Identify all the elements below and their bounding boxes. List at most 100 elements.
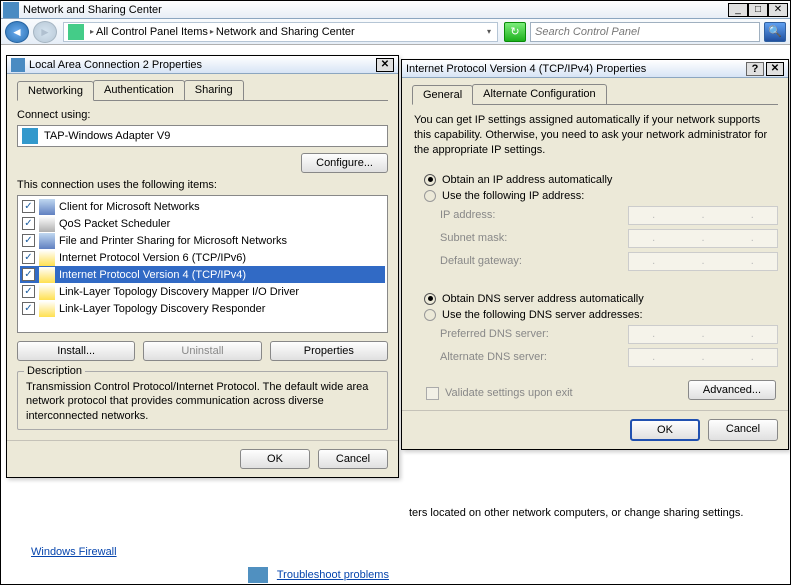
checkbox[interactable]: ✓	[22, 234, 35, 247]
ipv4-properties-dialog: Internet Protocol Version 4 (TCP/IPv4) P…	[401, 59, 789, 450]
subnet-field: Subnet mask: ...	[440, 229, 778, 248]
troubleshoot-area[interactable]: Troubleshoot problems	[248, 567, 389, 583]
close-button[interactable]: ✕	[768, 3, 788, 17]
dialog-titlebar: Local Area Connection 2 Properties ✕	[7, 56, 398, 74]
connection-properties-dialog: Local Area Connection 2 Properties ✕ Net…	[6, 55, 399, 478]
network-items-list[interactable]: ✓Client for Microsoft Networks ✓QoS Pack…	[17, 195, 388, 333]
install-button[interactable]: Install...	[17, 341, 135, 361]
breadcrumb-item[interactable]: Network and Sharing Center	[216, 26, 355, 38]
tab-authentication[interactable]: Authentication	[93, 80, 185, 100]
list-item[interactable]: ✓QoS Packet Scheduler	[20, 215, 385, 232]
list-item[interactable]: ✓Link-Layer Topology Discovery Responder	[20, 300, 385, 317]
maximize-button[interactable]: □	[748, 3, 768, 17]
breadcrumb-item[interactable]: All Control Panel Items	[96, 26, 208, 38]
chevron-icon: ▸	[210, 27, 214, 36]
pref-dns-field: Preferred DNS server: ...	[440, 325, 778, 344]
alt-dns-field: Alternate DNS server: ...	[440, 348, 778, 367]
checkbox	[426, 387, 439, 400]
search-input[interactable]: Search Control Panel	[530, 22, 760, 42]
troubleshoot-link[interactable]: Troubleshoot problems	[277, 569, 389, 581]
checkbox[interactable]: ✓	[22, 268, 35, 281]
list-item[interactable]: ✓Internet Protocol Version 6 (TCP/IPv6)	[20, 249, 385, 266]
dialog-title: Internet Protocol Version 4 (TCP/IPv4) P…	[406, 63, 746, 75]
ipv6-icon	[39, 250, 55, 266]
adapter-field: TAP-Windows Adapter V9	[17, 125, 388, 147]
radio-auto-dns[interactable]: Obtain DNS server address automatically	[424, 293, 778, 305]
chevron-down-icon[interactable]: ▾	[487, 27, 491, 36]
radio-icon	[424, 190, 436, 202]
intro-text: You can get IP settings assigned automat…	[414, 113, 776, 158]
ok-button[interactable]: OK	[630, 419, 700, 441]
window-icon	[3, 2, 19, 18]
radio-icon	[424, 309, 436, 321]
window-titlebar: Network and Sharing Center _ □ ✕	[1, 1, 790, 19]
pref-dns-input: ...	[628, 325, 778, 344]
connect-using-label: Connect using:	[17, 109, 388, 121]
dialog-title: Local Area Connection 2 Properties	[29, 59, 376, 71]
qos-icon	[39, 216, 55, 232]
description-group: Description Transmission Control Protoco…	[17, 371, 388, 430]
lltd-mapper-icon	[39, 284, 55, 300]
description-title: Description	[24, 365, 85, 377]
control-panel-icon	[68, 24, 84, 40]
back-button[interactable]: ◄	[5, 21, 29, 43]
chevron-icon: ▸	[90, 27, 94, 36]
gateway-input: ...	[628, 252, 778, 271]
dialog-titlebar: Internet Protocol Version 4 (TCP/IPv4) P…	[402, 60, 788, 78]
ip-input: ...	[628, 206, 778, 225]
close-button[interactable]: ✕	[766, 62, 784, 76]
forward-button[interactable]: ►	[33, 21, 57, 43]
tab-alternate[interactable]: Alternate Configuration	[472, 84, 607, 104]
checkbox[interactable]: ✓	[22, 302, 35, 315]
tab-general[interactable]: General	[412, 85, 473, 105]
adapter-icon	[22, 128, 38, 144]
list-item[interactable]: ✓Link-Layer Topology Discovery Mapper I/…	[20, 283, 385, 300]
minimize-button[interactable]: _	[728, 3, 748, 17]
search-button[interactable]: 🔍	[764, 22, 786, 42]
navigation-bar: ◄ ► ▸ All Control Panel Items ▸ Network …	[1, 19, 790, 45]
cancel-button[interactable]: Cancel	[708, 419, 778, 441]
tab-strip: Networking Authentication Sharing	[17, 80, 388, 101]
alt-dns-input: ...	[628, 348, 778, 367]
ip-address-field: IP address: ...	[440, 206, 778, 225]
list-item[interactable]: ✓File and Printer Sharing for Microsoft …	[20, 232, 385, 249]
radio-use-dns[interactable]: Use the following DNS server addresses:	[424, 309, 778, 321]
refresh-button[interactable]: ↻	[504, 22, 526, 42]
radio-icon	[424, 174, 436, 186]
close-button[interactable]: ✕	[376, 58, 394, 72]
checkbox[interactable]: ✓	[22, 200, 35, 213]
client-icon	[39, 199, 55, 215]
configure-button[interactable]: Configure...	[301, 153, 388, 173]
list-item-selected[interactable]: ✓Internet Protocol Version 4 (TCP/IPv4)	[20, 266, 385, 283]
tab-networking[interactable]: Networking	[17, 81, 94, 101]
partial-text: ters located on other network computers,…	[409, 507, 743, 519]
subnet-input: ...	[628, 229, 778, 248]
advanced-button[interactable]: Advanced...	[688, 380, 776, 400]
uninstall-button: Uninstall	[143, 341, 261, 361]
breadcrumb[interactable]: ▸ All Control Panel Items ▸ Network and …	[63, 22, 498, 42]
items-label: This connection uses the following items…	[17, 179, 388, 191]
dialog-icon	[11, 58, 25, 72]
cancel-button[interactable]: Cancel	[318, 449, 388, 469]
description-text: Transmission Control Protocol/Internet P…	[26, 380, 379, 423]
properties-button[interactable]: Properties	[270, 341, 388, 361]
ok-button[interactable]: OK	[240, 449, 310, 469]
search-placeholder: Search Control Panel	[535, 26, 755, 38]
checkbox[interactable]: ✓	[22, 285, 35, 298]
radio-use-ip[interactable]: Use the following IP address:	[424, 190, 778, 202]
help-button[interactable]: ?	[746, 62, 764, 76]
tab-sharing[interactable]: Sharing	[184, 80, 244, 100]
window-title: Network and Sharing Center	[23, 4, 728, 16]
checkbox[interactable]: ✓	[22, 217, 35, 230]
radio-icon	[424, 293, 436, 305]
fileshare-icon	[39, 233, 55, 249]
lltd-responder-icon	[39, 301, 55, 317]
gateway-field: Default gateway: ...	[440, 252, 778, 271]
adapter-name: TAP-Windows Adapter V9	[44, 130, 170, 142]
radio-auto-ip[interactable]: Obtain an IP address automatically	[424, 174, 778, 186]
tab-strip: General Alternate Configuration	[412, 84, 778, 105]
windows-firewall-link[interactable]: Windows Firewall	[31, 546, 117, 558]
ipv4-icon	[39, 267, 55, 283]
list-item[interactable]: ✓Client for Microsoft Networks	[20, 198, 385, 215]
checkbox[interactable]: ✓	[22, 251, 35, 264]
